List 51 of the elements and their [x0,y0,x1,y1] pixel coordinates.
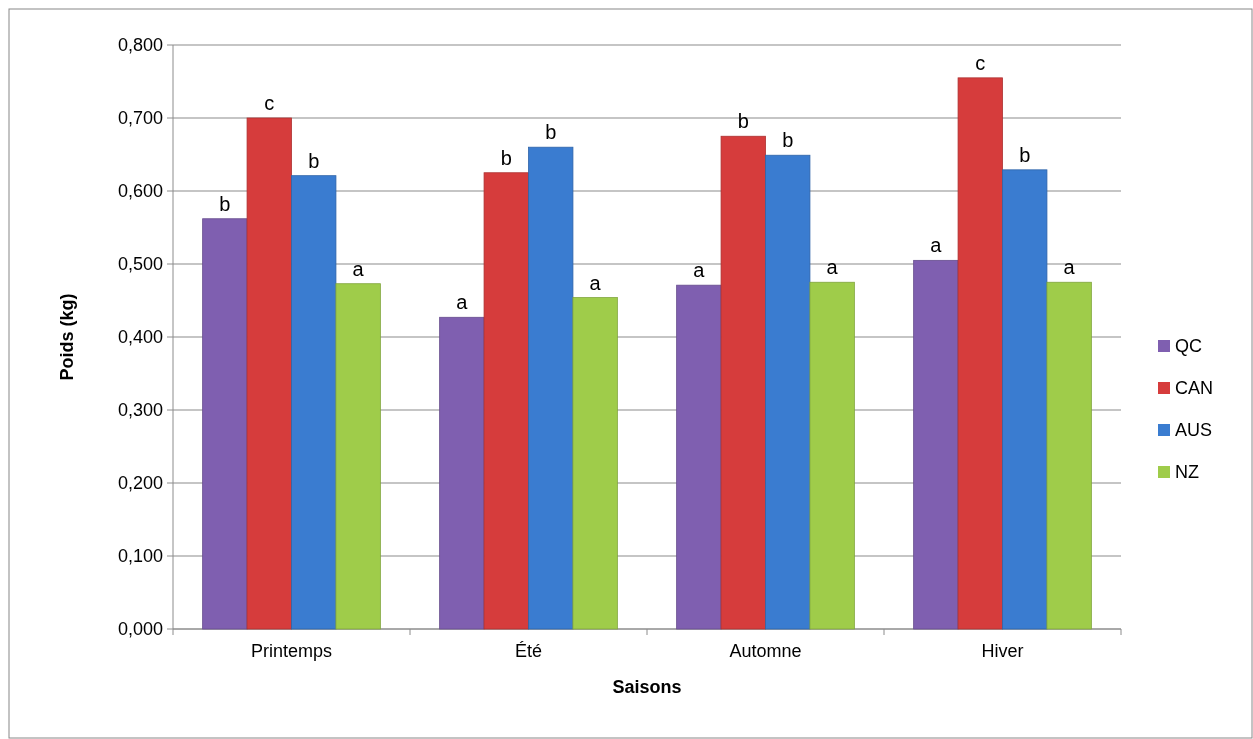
y-tick-label: 0,700 [117,108,163,129]
x-axis-title: Saisons [612,677,682,697]
y-axis-title: Poids (kg) [57,293,77,381]
legend-label: QC [1175,336,1202,357]
bar [291,175,337,630]
bar [957,77,1003,630]
data-label: c [975,51,986,74]
bar [572,297,618,630]
data-label: a [693,259,706,282]
data-label: a [1063,256,1076,279]
bar [202,218,248,630]
data-label: b [219,192,231,215]
y-tick-label: 0,800 [117,35,163,56]
x-tick-label: Été [514,641,543,661]
data-label: b [500,146,512,169]
bar [335,283,381,630]
bar [809,281,855,630]
data-label: a [930,234,943,257]
data-label: a [456,291,469,314]
data-label: a [826,256,839,279]
data-label: a [352,257,365,280]
bar [676,284,722,630]
bar [913,259,959,630]
x-tick-label: Hiver [981,641,1024,661]
y-tick-label: 0,000 [117,619,163,640]
data-label: b [737,110,749,133]
bar [246,117,292,630]
data-label: a [589,271,602,294]
x-tick-label: Automne [729,641,802,661]
legend-label: NZ [1175,462,1199,483]
y-tick-label: 0,300 [117,400,163,421]
y-tick-label: 0,500 [117,254,163,275]
y-tick-label: 0,400 [117,327,163,348]
bar [765,154,811,630]
data-label: b [545,121,557,144]
y-tick-label: 0,100 [117,546,163,567]
data-label: b [782,129,794,152]
bar [483,172,529,630]
y-tick-label: 0,600 [117,181,163,202]
x-tick-label: Printemps [250,641,333,661]
data-label: b [1019,143,1031,166]
data-label: b [308,149,320,172]
data-label: c [264,92,275,114]
legend-label: AUS [1175,420,1213,441]
bar [439,316,485,630]
bar [720,135,766,630]
legend-label: CAN [1175,378,1214,399]
bar [528,146,574,630]
bar [1002,169,1048,630]
y-tick-label: 0,200 [117,473,163,494]
bar [1046,281,1092,630]
